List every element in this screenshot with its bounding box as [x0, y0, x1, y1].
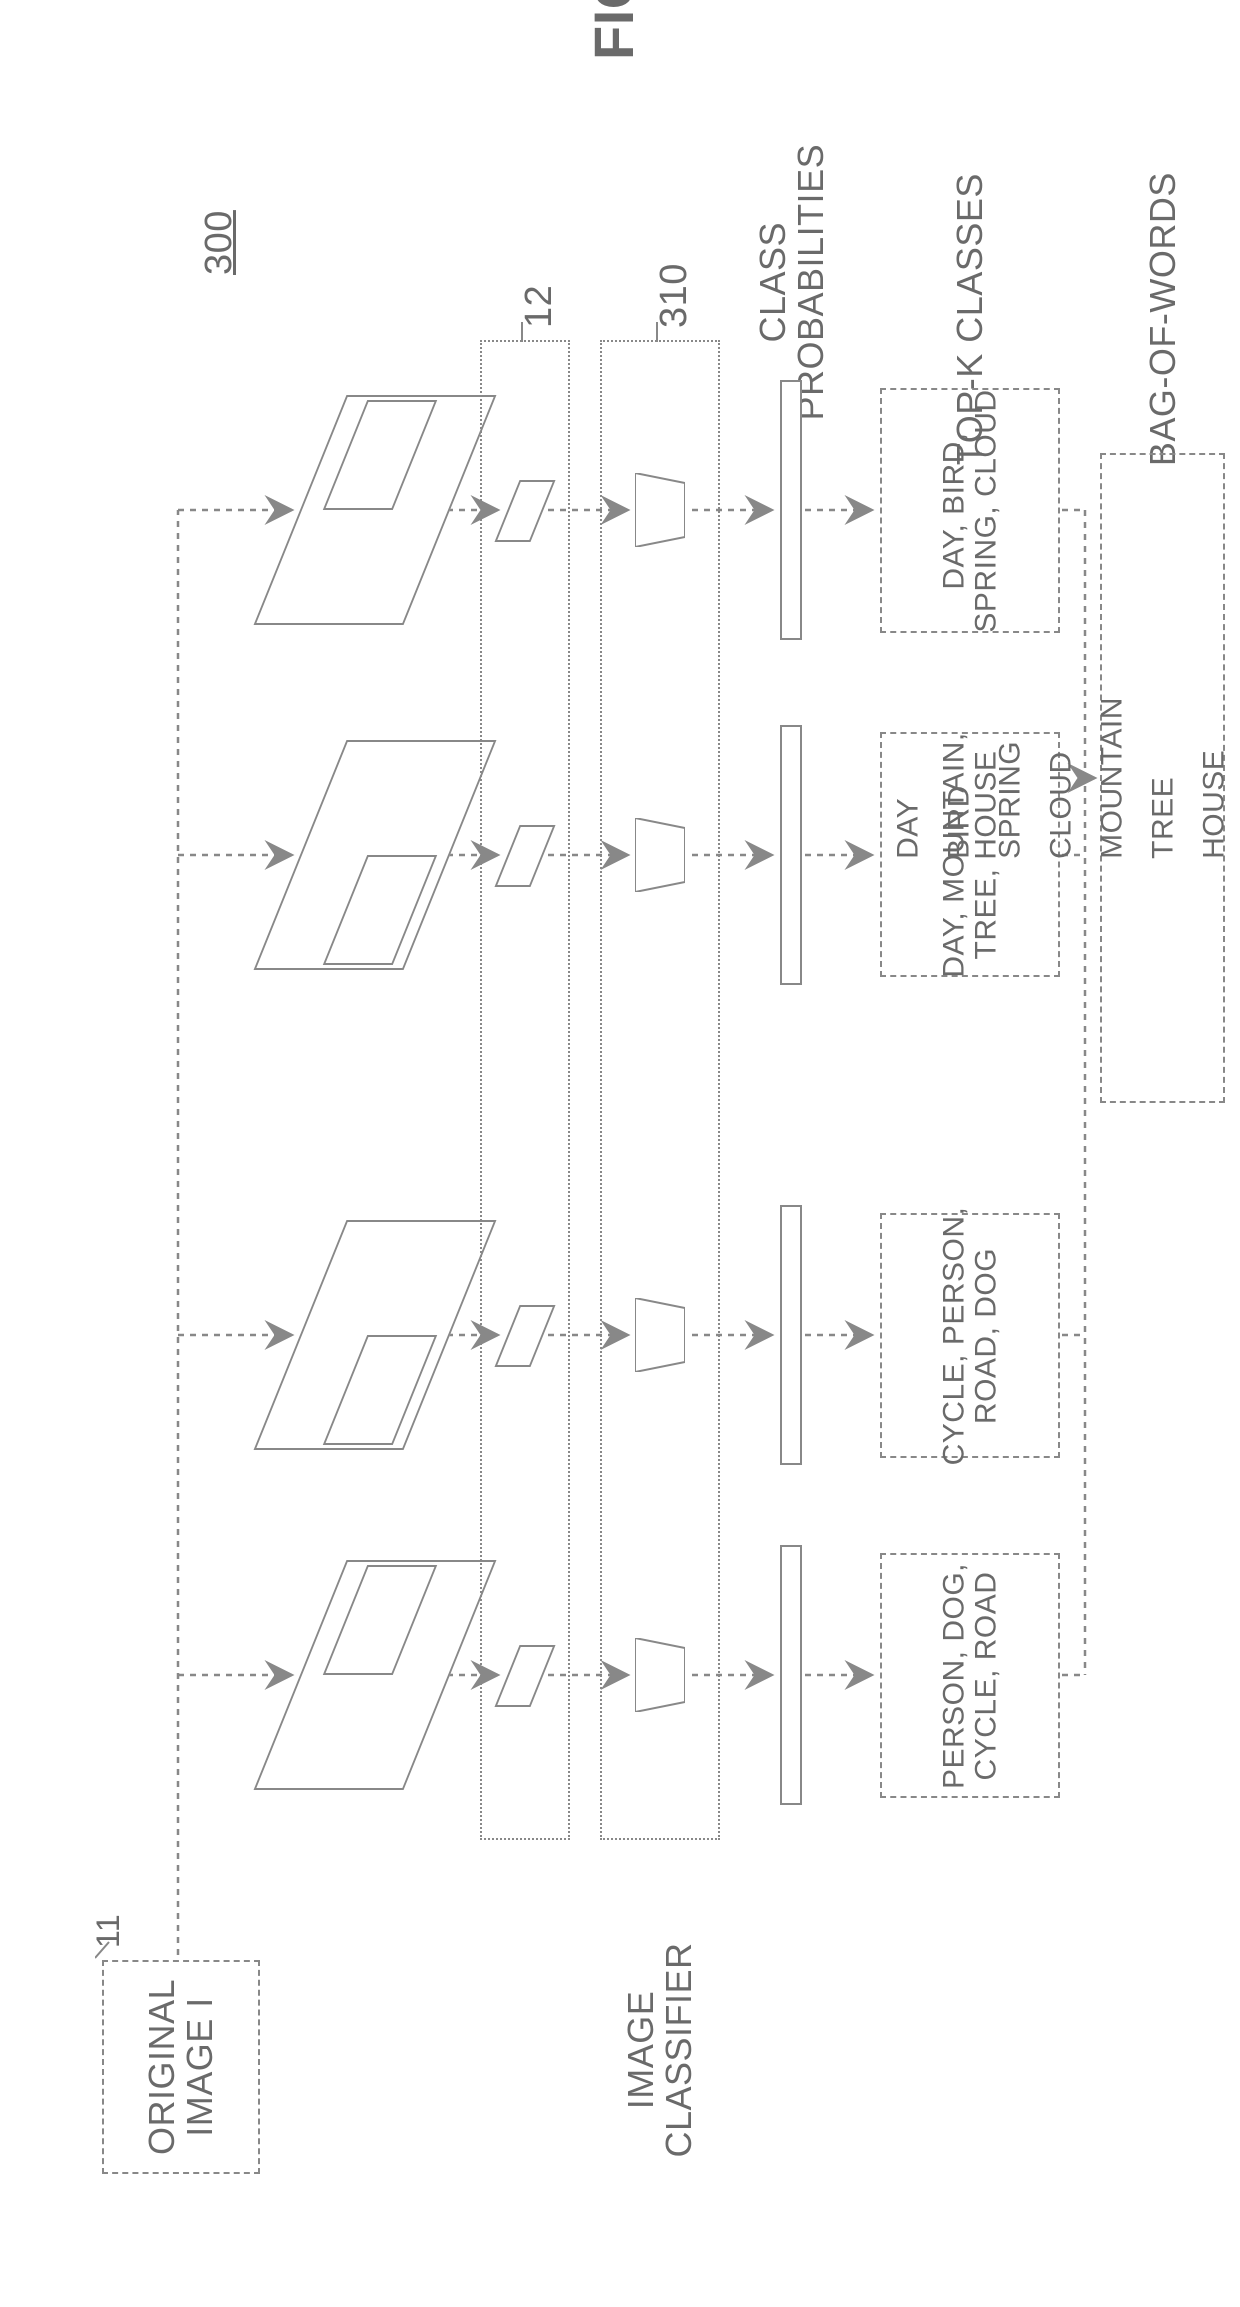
- prob-bar-1: [780, 380, 802, 640]
- original-image-box: ORIGINAL IMAGE I: [102, 1960, 260, 2174]
- prob-bar-4: [780, 1545, 802, 1805]
- classifier-container: [600, 340, 720, 1840]
- bow-box: DAY BIRD SPRING CLOUD MOUNTAIN TREE HOUS…: [1100, 453, 1225, 1103]
- topk-text-4: PERSON, DOG, CYCLE, ROAD: [939, 1562, 1002, 1788]
- ref-12-tick: [518, 320, 538, 344]
- topk-text-3: CYCLE, PERSON, ROAD, DOG: [939, 1206, 1002, 1465]
- bow-header: BAG-OF-WORDS: [1144, 172, 1182, 466]
- encoder-container: [480, 340, 570, 1840]
- ref-11-tick: [95, 1940, 115, 1960]
- topk-text-1: DAY, BIRD, SPRING, CLOUD: [939, 389, 1002, 632]
- class-prob-header: CLASS PROBABILITIES: [754, 144, 830, 421]
- classifier-trap-4: [635, 1638, 685, 1712]
- classifier-trap-3: [635, 1298, 685, 1372]
- classifier-trap-1: [635, 473, 685, 547]
- bow-words: DAY BIRD SPRING CLOUD MOUNTAIN TREE HOUS…: [882, 697, 1240, 859]
- classifier-label: IMAGE CLASSIFIER: [622, 1942, 698, 2157]
- classifier-trap-2: [635, 818, 685, 892]
- prob-bar-3: [780, 1205, 802, 1465]
- topk-box-3: CYCLE, PERSON, ROAD, DOG: [880, 1213, 1060, 1458]
- ref-310: 310: [655, 263, 695, 328]
- prob-bar-2: [780, 725, 802, 985]
- original-image-label: ORIGINAL IMAGE I: [143, 1979, 219, 2155]
- topk-box-4: PERSON, DOG, CYCLE, ROAD: [880, 1553, 1060, 1798]
- topk-box-1: DAY, BIRD, SPRING, CLOUD: [880, 388, 1060, 633]
- figure-title: FIG. 3: [585, 0, 644, 60]
- figure-ref-300: 300: [200, 210, 240, 275]
- ref-310-tick: [653, 320, 673, 344]
